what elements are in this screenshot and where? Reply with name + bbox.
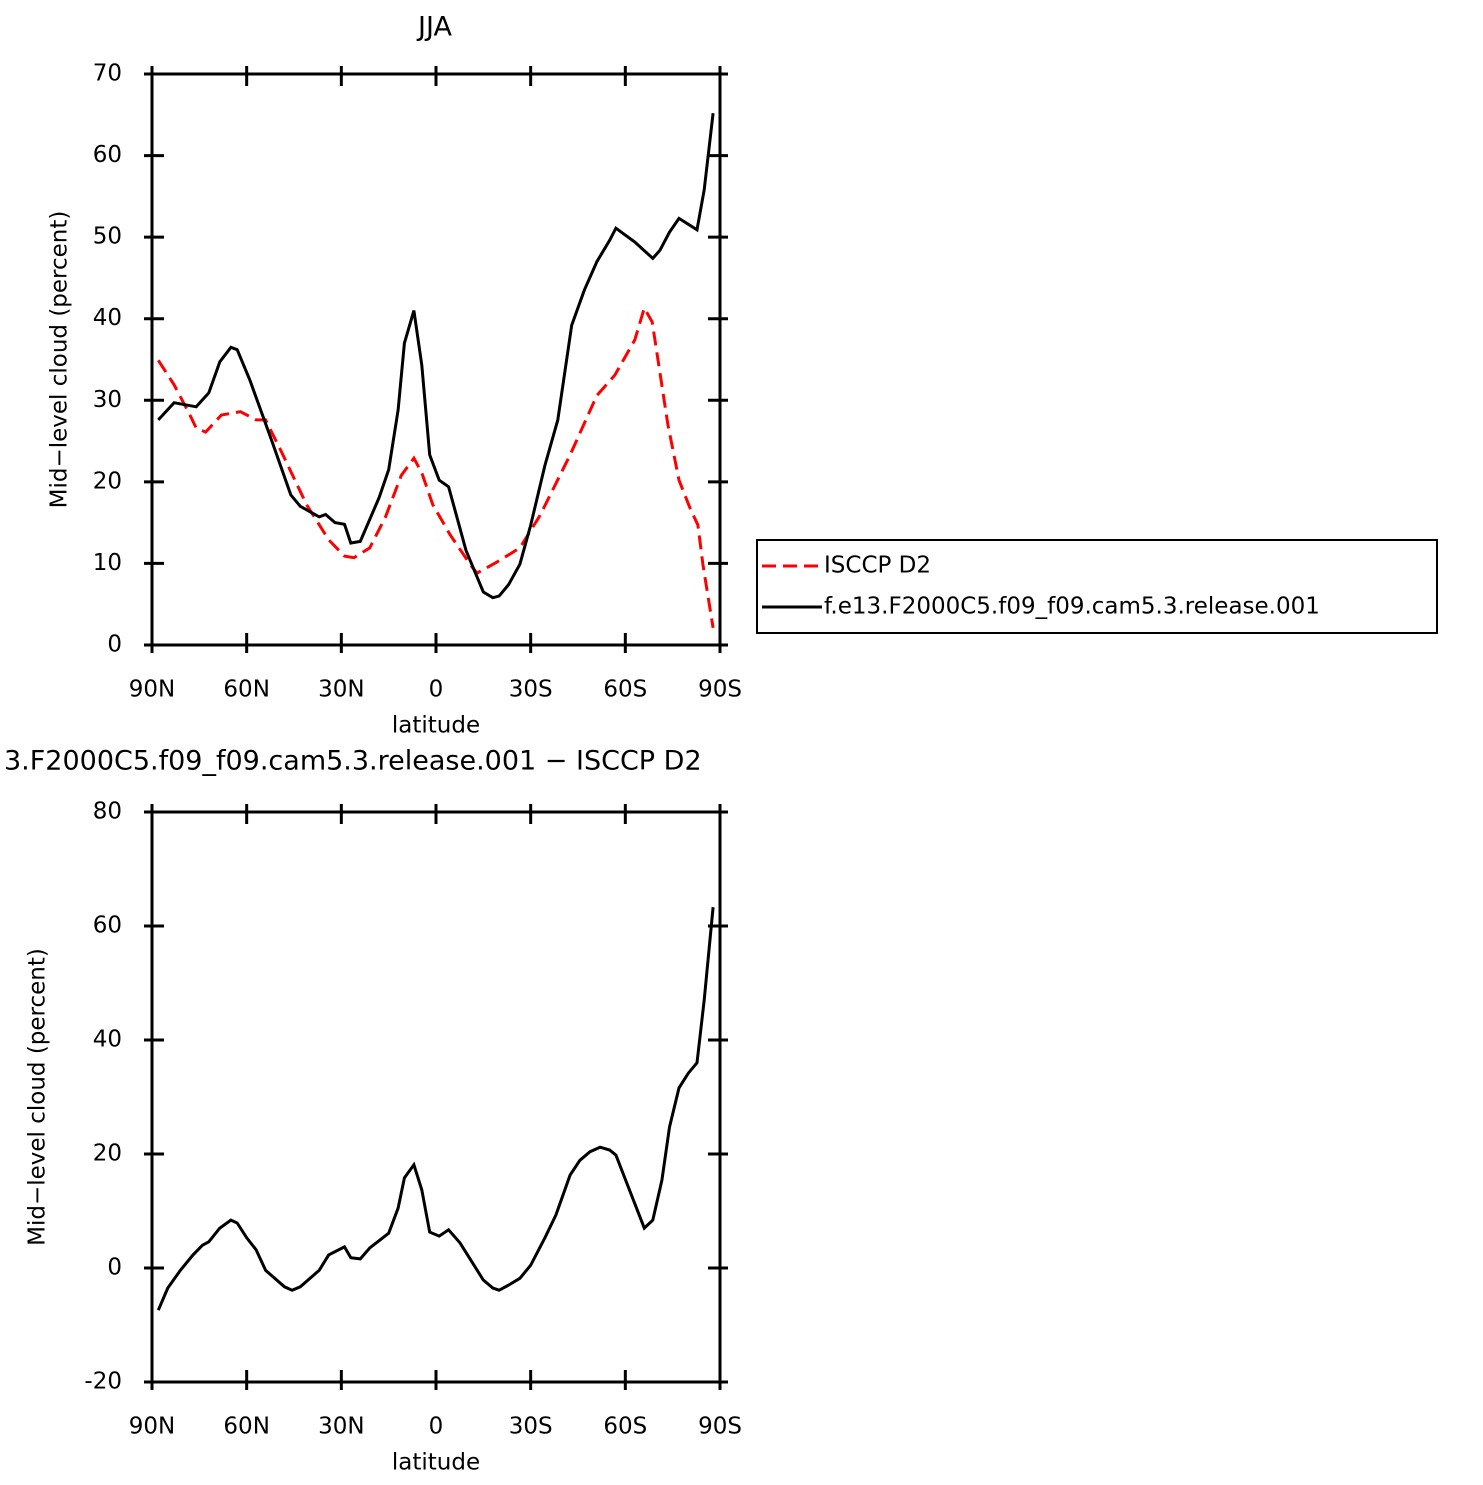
chart-title: 3.F2000C5.f09_f09.cam5.3.release.001 − I… (4, 746, 702, 777)
data-line (157, 304, 715, 629)
x-tick-label: 90S (698, 1414, 742, 1440)
legend-box (756, 539, 1438, 634)
legend-label: ISCCP D2 (824, 553, 931, 579)
x-tick-label: 90N (129, 677, 175, 703)
y-tick-label: 10 (93, 550, 122, 576)
x-tick-label: 30N (318, 677, 364, 703)
y-tick-label: 60 (93, 913, 122, 939)
x-tick-label: 90S (698, 677, 742, 703)
y-tick-label: 40 (93, 305, 122, 331)
x-tick-label: 30S (509, 1414, 553, 1440)
y-tick-label: 30 (93, 387, 122, 413)
data-line (156, 907, 715, 1311)
x-tick-label: 0 (429, 677, 444, 703)
x-axis-label: latitude (392, 713, 480, 739)
x-axis-label: latitude (392, 1450, 480, 1476)
y-tick-label: -20 (84, 1369, 122, 1395)
plot-frame (150, 810, 722, 1384)
x-tick-label: 0 (429, 1414, 444, 1440)
x-tick-label: 30N (318, 1414, 364, 1440)
x-tick-label: 60N (223, 1414, 269, 1440)
chart-title: JJA (416, 12, 452, 43)
x-tick-label: 60N (223, 677, 269, 703)
x-tick-label: 90N (129, 1414, 175, 1440)
y-tick-label: 0 (107, 1255, 122, 1281)
y-tick-label: 80 (93, 799, 122, 825)
y-tick-label: 50 (93, 224, 122, 250)
y-tick-label: 20 (93, 468, 122, 494)
y-tick-label: 20 (93, 1141, 122, 1167)
data-line (157, 113, 715, 600)
y-tick-label: 60 (93, 142, 122, 168)
y-tick-label: 0 (107, 632, 122, 658)
x-tick-label: 30S (509, 677, 553, 703)
y-tick-label: 70 (93, 61, 122, 87)
x-tick-label: 60S (603, 677, 647, 703)
y-axis-label: Mid−level cloud (percent) (47, 211, 73, 509)
plot-frame (150, 72, 722, 647)
y-tick-label: 40 (93, 1027, 122, 1053)
legend-label: f.e13.F2000C5.f09_f09.cam5.3.release.001 (824, 594, 1320, 620)
y-axis-label: Mid−level cloud (percent) (25, 948, 51, 1246)
x-tick-label: 60S (603, 1414, 647, 1440)
